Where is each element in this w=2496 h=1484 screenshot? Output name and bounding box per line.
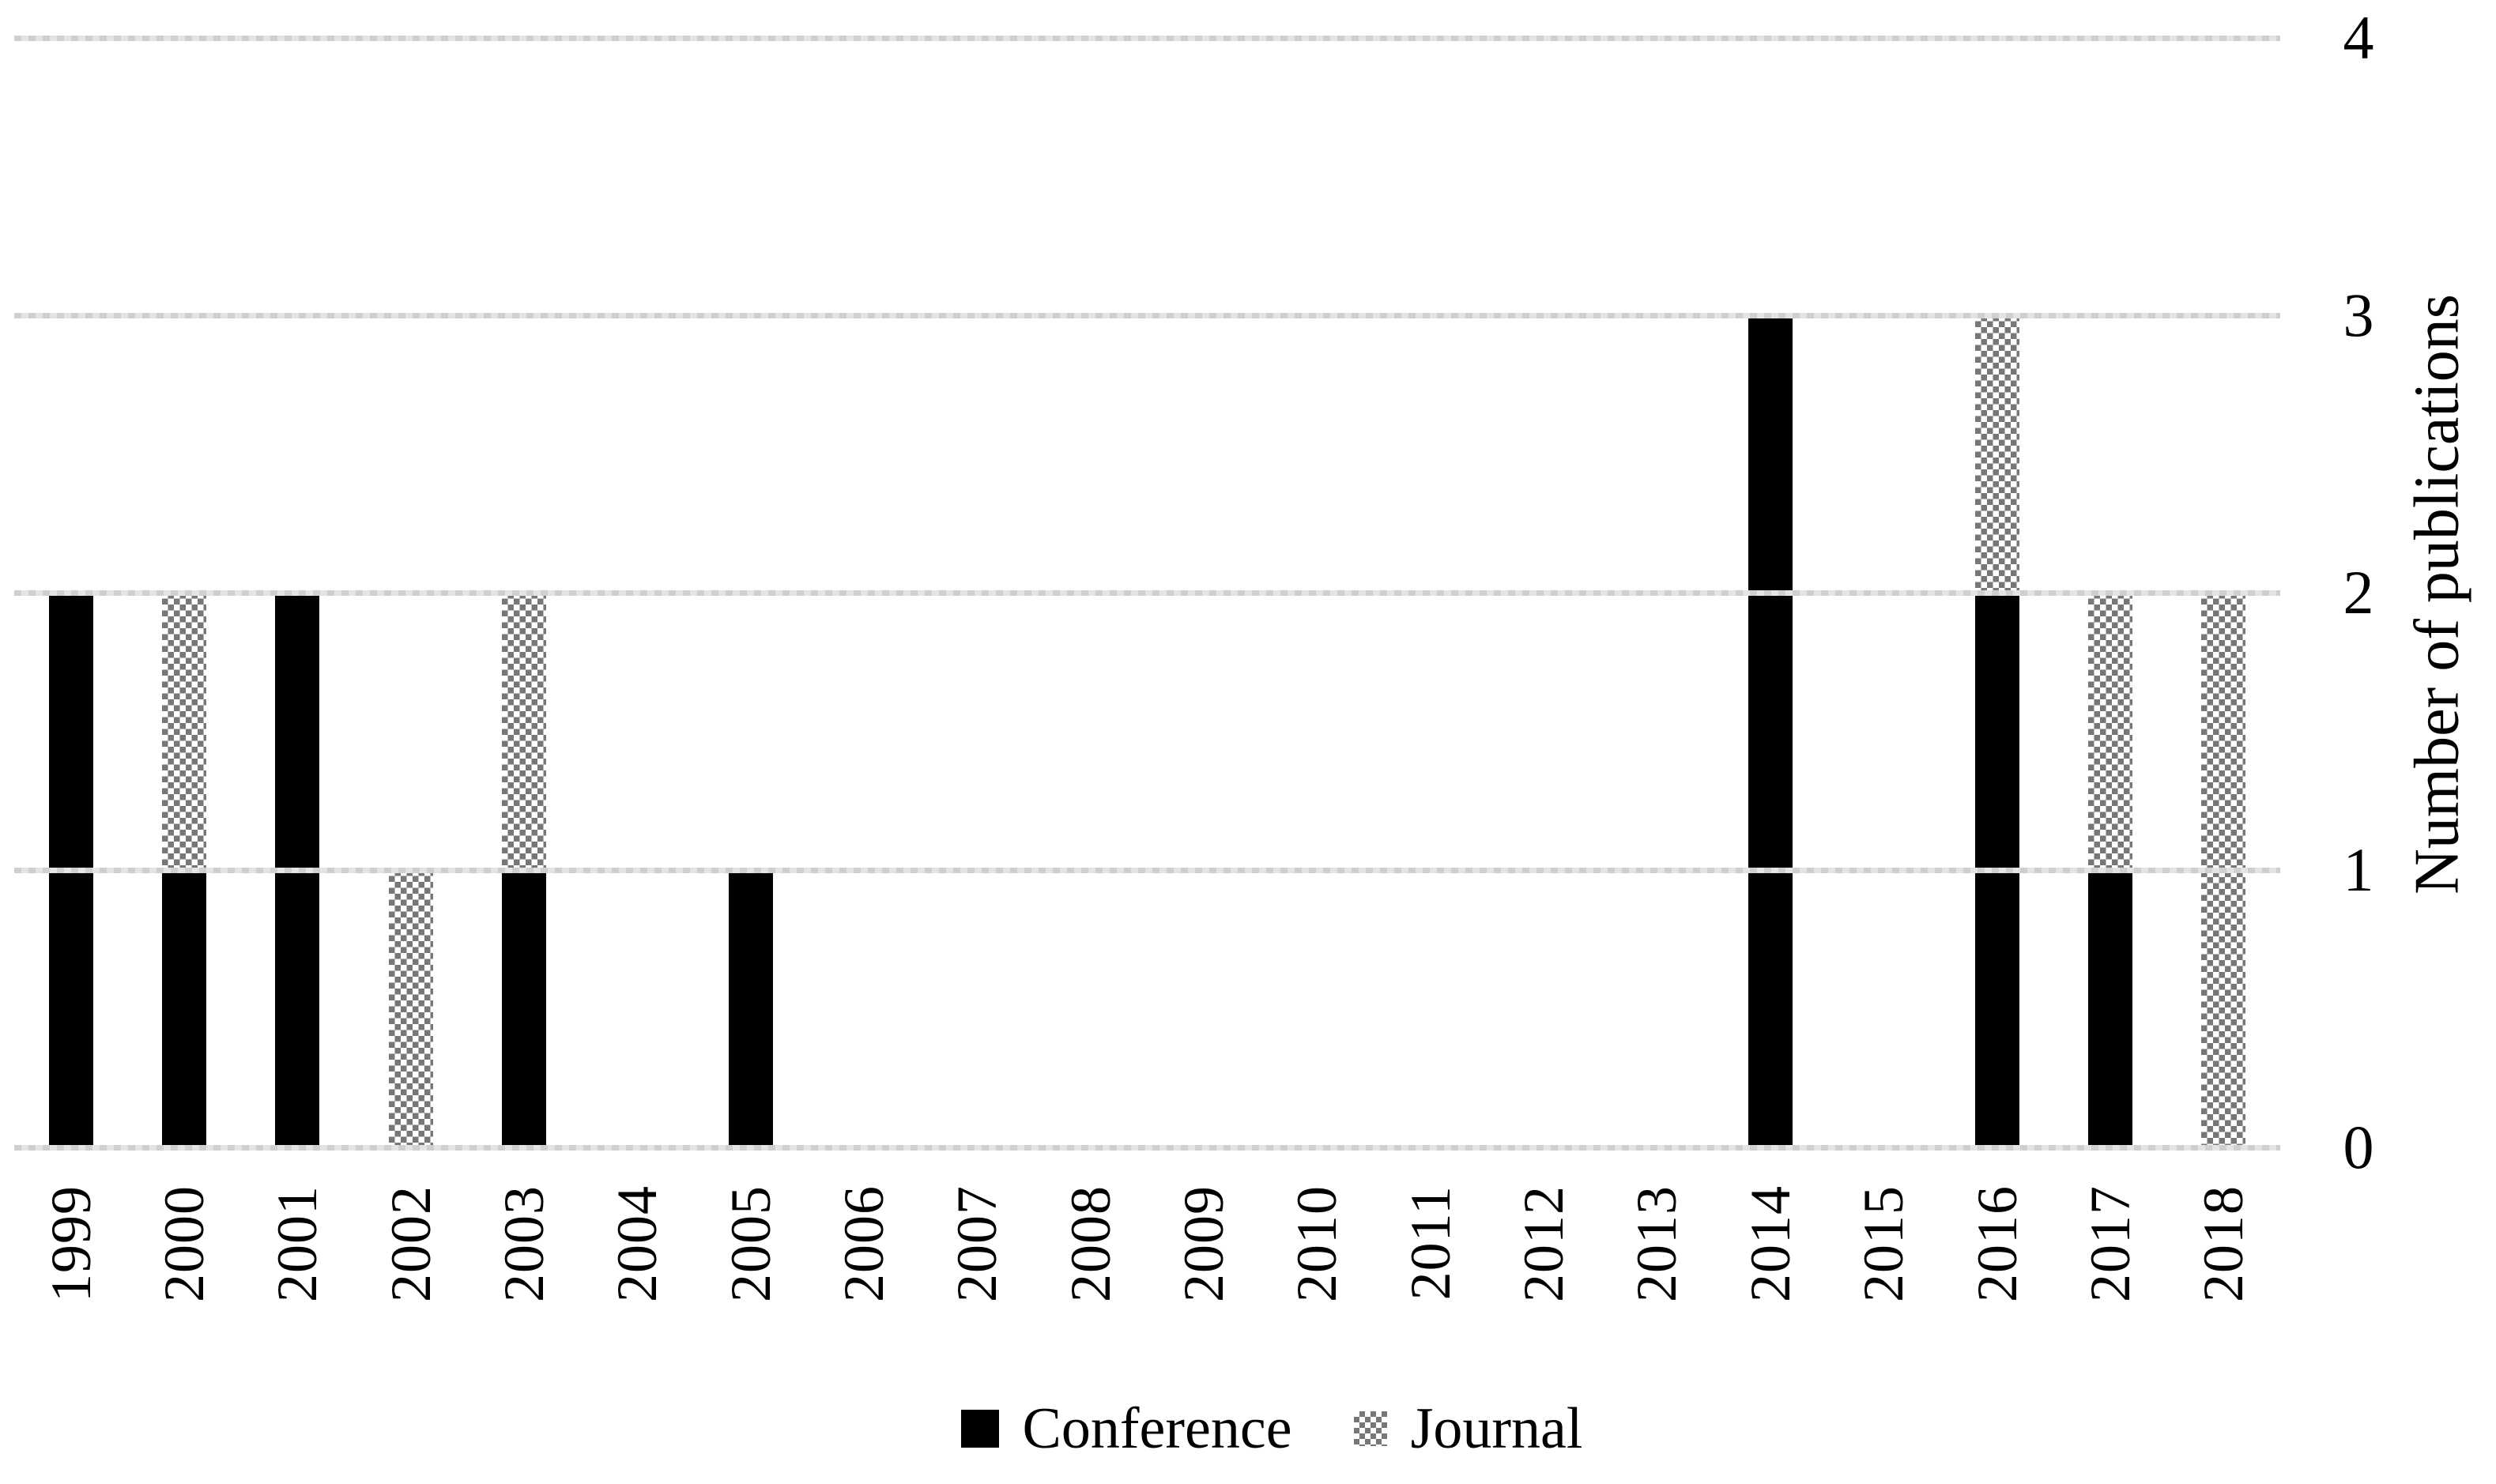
legend-swatch-journal-icon (1353, 1411, 1387, 1446)
x-tick-label-2006: 2006 (832, 1185, 896, 1302)
bar-journal-2002 (388, 870, 433, 1147)
x-tick-label-2010: 2010 (1285, 1185, 1349, 1302)
gridline-0 (14, 1145, 2280, 1151)
bar-conference-2005 (728, 870, 773, 1147)
x-tick-label-2009: 2009 (1172, 1185, 1236, 1302)
bar-conference-2000 (162, 870, 207, 1147)
y-tick-label-4: 4 (2343, 3, 2374, 72)
x-tick-label-2003: 2003 (492, 1185, 556, 1302)
category-column-2017: 2017 (2053, 38, 2166, 1302)
bar-stack-2014 (1748, 315, 1793, 1147)
bar-stack-2016 (1974, 315, 2019, 1147)
gridline-3 (14, 313, 2280, 318)
x-tick-label-2013: 2013 (1625, 1185, 1689, 1302)
plot-area: 1999 2000 2001 2002 2003 2004 2005 2006 2007 2008… (14, 36, 2280, 1302)
category-column-2005: 2005 (694, 38, 807, 1302)
legend-item-conference: Conference (960, 1395, 1292, 1463)
legend-swatch-conference-icon (960, 1410, 999, 1448)
bar-journal-2000 (162, 593, 207, 870)
legend-label-conference: Conference (1022, 1395, 1292, 1461)
x-tick-label-2001: 2001 (266, 1185, 330, 1302)
x-tick-label-2004: 2004 (605, 1185, 669, 1302)
bar-stack-2003 (502, 593, 547, 1147)
gridline-1 (14, 868, 2280, 873)
y-tick-label-2: 2 (2343, 558, 2374, 627)
gridline-2 (14, 590, 2280, 596)
bar-journal-2003 (502, 593, 547, 870)
x-tick-label-2012: 2012 (1512, 1185, 1576, 1302)
y-tick-label-0: 0 (2343, 1113, 2374, 1181)
x-tick-label-2017: 2017 (2078, 1185, 2142, 1302)
x-tick-label-2016: 2016 (1965, 1185, 2029, 1302)
x-tick-label-2002: 2002 (379, 1185, 443, 1302)
x-tick-label-2015: 2015 (1852, 1185, 1916, 1302)
bar-conference-2003 (502, 870, 547, 1147)
legend-label-journal: Journal (1410, 1395, 1583, 1461)
y-tick-label-1: 1 (2343, 835, 2374, 904)
legend-item-journal: Journal (1353, 1395, 1583, 1463)
x-tick-label-1999: 1999 (39, 1185, 103, 1302)
bar-conference-2014 (1748, 315, 1793, 1147)
y-tick-label-3: 3 (2343, 281, 2374, 349)
bar-conference-2017 (2087, 870, 2132, 1147)
x-tick-label-2011: 2011 (1398, 1185, 1462, 1301)
bar-stack-2002 (388, 870, 433, 1147)
bar-stack-2005 (728, 870, 773, 1147)
category-column-2002: 2002 (354, 38, 467, 1302)
x-tick-label-2008: 2008 (1058, 1185, 1122, 1302)
bar-journal-2016 (1974, 315, 2019, 593)
bar-stack-2017 (2087, 593, 2132, 1147)
category-column-2014: 2014 (1714, 38, 1827, 1302)
x-tick-label-2000: 2000 (153, 1185, 217, 1302)
x-tick-label-2014: 2014 (1738, 1185, 1802, 1302)
y-axis-title: Number of publications (2402, 294, 2472, 895)
x-tick-label-2007: 2007 (945, 1185, 1009, 1302)
bar-stack-2000 (162, 593, 207, 1147)
x-tick-label-2005: 2005 (718, 1185, 782, 1302)
category-column-2000: 2000 (127, 38, 240, 1302)
gridline-4 (14, 36, 2280, 41)
legend: Conference Journal (0, 1373, 2496, 1484)
x-tick-label-2018: 2018 (2192, 1185, 2256, 1302)
bar-journal-2017 (2087, 593, 2132, 870)
category-column-2003: 2003 (467, 38, 580, 1302)
